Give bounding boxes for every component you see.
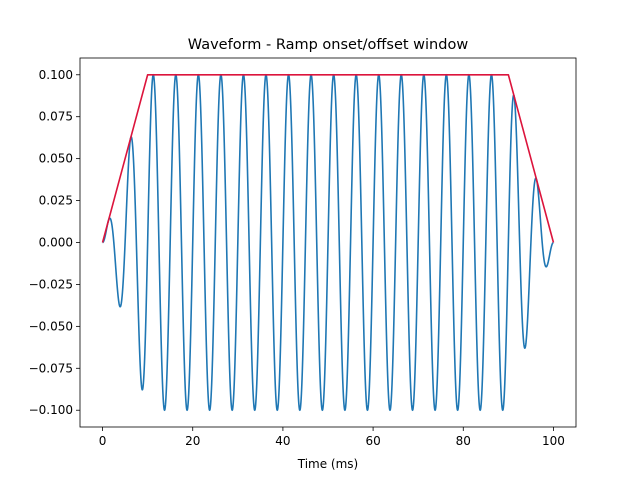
- x-tick-label: 20: [185, 434, 200, 448]
- x-tick-label: 0: [99, 434, 107, 448]
- y-tick-label: 0.100: [39, 68, 73, 82]
- x-tick-label: 80: [456, 434, 471, 448]
- plot-area: [101, 73, 555, 412]
- y-tick-label: −0.050: [29, 319, 73, 333]
- y-tick-label: −0.075: [29, 361, 73, 375]
- y-tick-label: 0.050: [39, 152, 73, 166]
- x-tick-label: 60: [365, 434, 380, 448]
- y-tick-label: −0.100: [29, 403, 73, 417]
- chart-title: Waveform - Ramp onset/offset window: [188, 37, 469, 53]
- axes: 0 20 40 60 80 100 −0.100 −0.075 −0.050 −0.025 0.00…: [29, 57, 577, 448]
- waveform-series-line: [101, 73, 555, 412]
- y-tick-label: −0.025: [29, 277, 73, 291]
- envelope-series-line: [101, 73, 555, 243]
- y-tick-label: 0.025: [39, 194, 73, 208]
- x-tick-label: 100: [542, 434, 565, 448]
- x-tick-label: 40: [275, 434, 290, 448]
- x-axis-label: Time (ms): [297, 457, 359, 471]
- y-tick-label: 0.000: [39, 236, 73, 250]
- y-tick-label: 0.075: [39, 110, 73, 124]
